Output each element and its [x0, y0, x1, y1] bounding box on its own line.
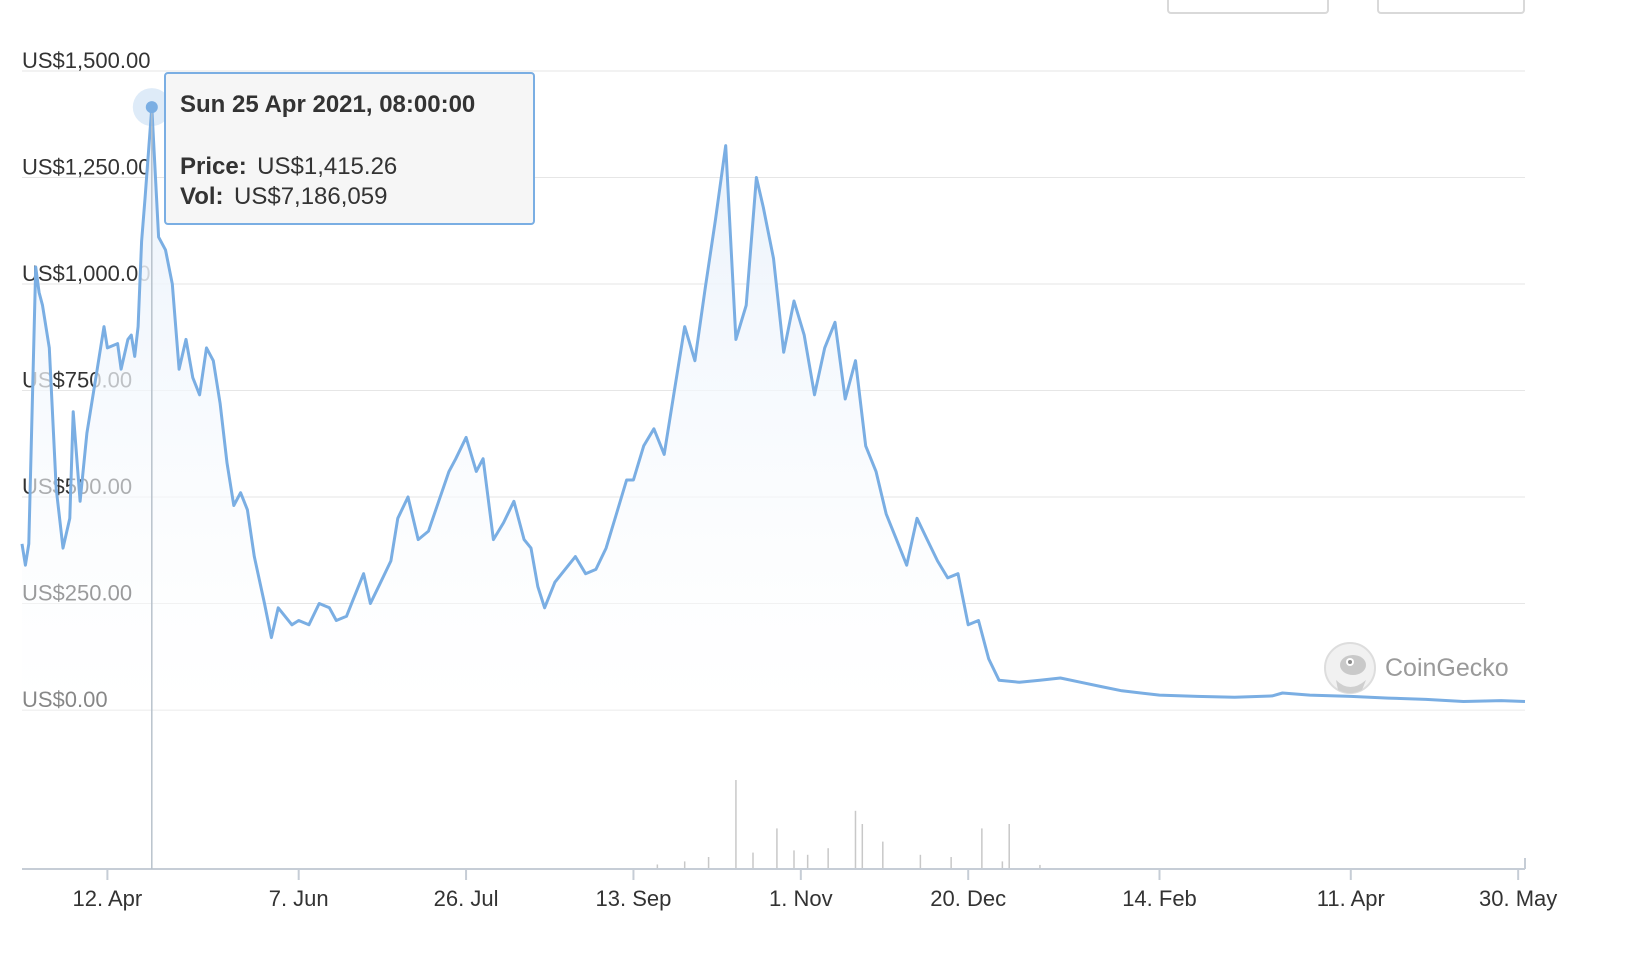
tooltip-vol-value: US$7,186,059: [234, 183, 387, 210]
range-button-right[interactable]: [1377, 0, 1525, 14]
x-tick-label: 1. Nov: [769, 886, 833, 911]
highlight-point: [145, 101, 158, 114]
tooltip-price-row: Price: US$1,415.26: [180, 153, 397, 180]
x-tick-label: 20. Dec: [930, 886, 1006, 911]
tooltip-box: [164, 72, 535, 225]
tooltip-vol-row: Vol: US$7,186,059: [180, 183, 387, 210]
x-tick-label: 7. Jun: [269, 886, 329, 911]
x-tick-label: 12. Apr: [73, 886, 143, 911]
watermark-text: CoinGecko: [1385, 654, 1509, 682]
price-area: [20, 105, 1526, 710]
crosshair: [132, 88, 171, 869]
x-tick-label: 26. Jul: [434, 886, 499, 911]
x-tick-label: 30. May: [1479, 886, 1557, 911]
gecko-logo-icon: [1324, 642, 1376, 694]
x-tick-label: 11. Apr: [1317, 886, 1385, 911]
y-tick-label: US$1,250.00: [22, 155, 150, 180]
tooltip-date: Sun 25 Apr 2021, 08:00:00: [180, 91, 475, 118]
y-tick-label: US$1,000.00: [22, 261, 150, 286]
tooltip-price-label: Price:: [180, 153, 247, 180]
price-area-fill: [22, 107, 1525, 710]
y-tick-label: US$1,500.00: [22, 48, 150, 73]
x-axis: 12. Apr 7. Jun 26. Jul 13. Sep 1. Nov 20. Dec…: [22, 858, 1557, 911]
price-line: [20, 105, 1526, 703]
x-tick-label: 14. Feb: [1122, 886, 1197, 911]
volume-bars: [656, 780, 1041, 868]
x-tick-label: 13. Sep: [596, 886, 672, 911]
price-tooltip: Sun 25 Apr 2021, 08:00:00 Price: US$1,41…: [164, 72, 535, 225]
range-button-left[interactable]: [1167, 0, 1329, 14]
coingecko-watermark: CoinGecko: [1324, 642, 1509, 694]
tooltip-vol-label: Vol:: [180, 183, 224, 210]
tooltip-price-value: US$1,415.26: [257, 153, 397, 180]
